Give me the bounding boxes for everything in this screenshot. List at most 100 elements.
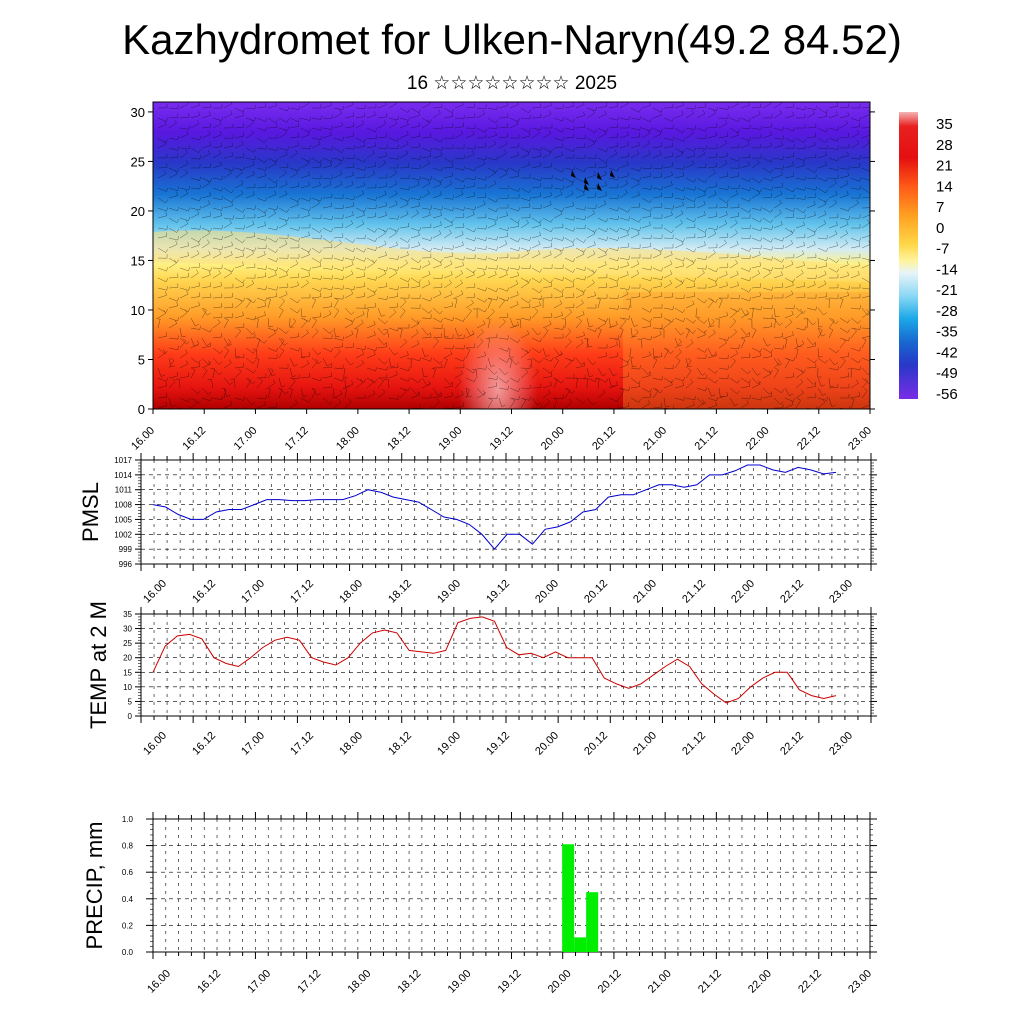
x-tick-label: 19.12 [484,578,512,606]
x-tick-label: 22.00 [729,730,757,758]
x-tick-label: 17.12 [283,425,311,453]
heatmap-warm-zone [623,292,870,409]
x-tick-label: 22.00 [729,578,757,606]
x-tick-label: 20.12 [582,730,610,758]
x-tick-label: 19.00 [435,730,463,758]
y-tick-label: 0.6 [122,868,134,877]
colorbar-label: -21 [936,282,958,299]
x-tick-label: 22.00 [746,968,774,996]
x-tick-label: 18.00 [345,968,373,996]
y-tick-label: 1005 [114,515,132,524]
colorbar-label: 28 [936,137,953,154]
x-tick-label: 17.12 [288,730,316,758]
x-tick-label: 16.12 [190,730,218,758]
colorbar-label: 0 [936,220,944,237]
wind-barb-flag [584,183,589,191]
y-axis-title: PRECIP, mm [82,822,107,950]
y-tick-label: 0.0 [122,948,134,957]
x-tick-label: 23.00 [846,968,874,996]
y-axis-title: PMSL [78,482,103,542]
colorbar-label: -35 [936,324,958,341]
y-tick-label: 20 [123,654,132,663]
colorbar: 35 28 21 14 7 0 -7 -14 -21 -28 -35 -42 -49 -56 [899,112,958,403]
x-tick-label: 17.12 [288,578,316,606]
x-tick-label: 21.12 [680,578,708,606]
x-tick-label: 18.12 [386,578,414,606]
colorbar-ramp [899,112,918,399]
x-tick-label: 19.00 [436,425,464,453]
series-line [152,616,837,704]
colorbar-label: 21 [936,158,953,175]
x-tick-label: 23.00 [827,730,855,758]
y-tick-label: 25 [131,154,145,169]
colorbar-label: -56 [936,386,958,403]
x-tick-label: 21.00 [631,730,659,758]
x-tick-label: 16.00 [141,730,169,758]
y-tick-label: 1002 [114,530,132,539]
x-tick-label: 20.12 [590,425,618,453]
y-tick-label: 5 [128,697,133,706]
x-tick-label: 18.12 [396,968,424,996]
precip-bar [586,892,599,952]
x-tick-label: 23.00 [846,425,874,453]
temp-panel: 0 5 10 15 20 25 30 35 TEMP at 2 M 16.00 16.12 17.00… [86,601,877,758]
x-tick-label: 19.12 [488,425,516,453]
x-tick-label: 22.00 [744,425,772,453]
y-tick-label: 5 [138,352,145,367]
colorbar-label: -49 [936,365,958,382]
x-tick-label: 16.12 [195,968,223,996]
y-tick-label: 0.8 [122,842,134,851]
x-tick-label: 21.12 [680,730,708,758]
x-tick-label: 19.12 [496,968,524,996]
x-tick-label: 20.00 [539,425,567,453]
x-tick-label: 21.00 [646,968,674,996]
y-axis-title: TEMP at 2 M [86,601,111,729]
precip-bar [574,937,587,952]
y-tick-label: 15 [131,253,145,268]
cross-section-heatmap: 0 5 10 15 20 25 30 16.00 16.12 17.00 17.12 18.00 18.… [129,101,875,453]
y-tick-label: 996 [119,560,133,569]
y-tick-label: 1017 [114,456,132,465]
x-tick-label: 17.00 [239,578,267,606]
colorbar-label: -28 [936,303,958,320]
x-tick-label: 22.12 [778,578,806,606]
y-tick-label: 15 [123,668,132,677]
x-tick-label: 18.00 [337,730,365,758]
x-tick-label: 18.00 [337,578,365,606]
chart-subtitle: 16 ☆☆☆☆☆☆☆☆ 2025 [406,73,618,94]
y-tick-label: 10 [131,303,145,318]
x-tick-label: 16.00 [141,578,169,606]
colorbar-label: 14 [936,178,953,195]
x-tick-label: 17.00 [245,968,273,996]
y-tick-label: 0 [128,712,133,721]
x-tick-label: 18.12 [386,730,414,758]
x-tick-label: 16.00 [129,425,157,453]
y-tick-label: 1.0 [122,815,134,824]
x-tick-label: 19.12 [484,730,512,758]
x-tick-label: 17.00 [232,425,260,453]
precip-bar [562,844,575,952]
y-tick-label: 10 [123,683,132,692]
y-tick-label: 0.4 [122,895,134,904]
x-tick-label: 21.12 [696,968,724,996]
precip-panel: 0.0 0.2 0.4 0.6 0.8 1.0 PRECIP, mm 16.00 16.12 17… [82,812,877,996]
x-tick-label: 21.12 [693,425,721,453]
x-tick-label: 17.12 [295,968,323,996]
colorbar-label: -7 [936,241,949,258]
y-tick-label: 999 [119,545,133,554]
y-tick-label: 25 [123,639,132,648]
colorbar-label: -14 [936,261,958,278]
x-tick-label: 16.12 [180,425,208,453]
wind-barb-flag [584,177,589,185]
colorbar-label: 35 [936,116,953,133]
x-tick-label: 20.00 [533,730,561,758]
series-line [152,464,837,550]
x-tick-label: 17.00 [239,730,267,758]
wind-barb-flag [597,183,602,191]
y-tick-label: 30 [123,625,132,634]
y-tick-label: 0.2 [122,921,134,930]
x-tick-label: 20.00 [533,578,561,606]
x-tick-label: 20.12 [582,578,610,606]
pmsl-panel: 996 999 1002 1005 1008 1011 1014 1017 PMSL 16.00 1… [78,453,877,606]
